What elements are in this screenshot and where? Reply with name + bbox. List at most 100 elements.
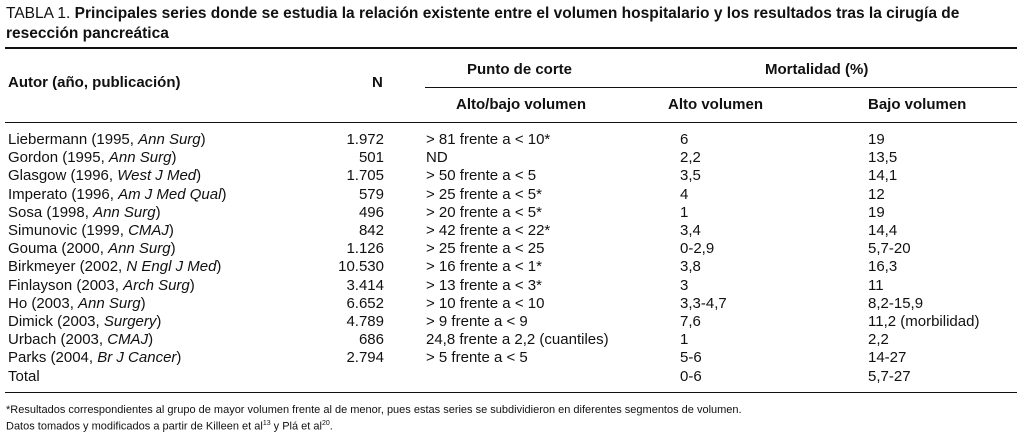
author-text: )	[216, 258, 222, 276]
author-cell: Sosa (1998, Ann Surg)	[8, 204, 161, 222]
high-cell: 3,4	[680, 222, 701, 239]
author-cell: Finlayson (2003, Arch Surg)	[8, 277, 195, 295]
high-cell: 0-2,9	[680, 240, 715, 258]
caption: TABLA 1. Principales series donde se est…	[6, 4, 1006, 44]
source-text: y Plá et al	[270, 420, 322, 433]
low-cell: 11	[868, 276, 884, 294]
high-cell: 3,5	[680, 167, 701, 185]
journal: Br J Cancer	[97, 349, 177, 367]
n-cell: 842	[358, 222, 384, 239]
cutoff-cell: > 81 frente a < 10*	[426, 131, 551, 148]
high-cell: 3	[680, 276, 689, 294]
journal: West J Med	[117, 167, 197, 185]
author-text: Dimick (2003,	[8, 313, 104, 330]
cutoff-cell: > 25 frente a < 5*	[426, 185, 542, 203]
high-cell: 3,8	[680, 258, 701, 276]
journal: Ann Surg	[108, 240, 171, 258]
author-cell: Ho (2003, Ann Surg)	[8, 295, 146, 313]
header: Punto de corte	[467, 61, 573, 78]
cutoff-cell: > 13 frente a < 3*	[426, 276, 542, 294]
author-text: )	[156, 313, 162, 330]
cutoff-cell: > 42 frente a < 22*	[426, 222, 551, 239]
journal: Ann Surg	[138, 131, 201, 148]
author-text: Imperato (1996,	[8, 185, 119, 203]
caption-text: Principales series donde se estudia la r…	[6, 5, 960, 42]
n-cell: 579	[358, 185, 384, 203]
header: Alto/bajo volumen	[456, 96, 587, 113]
cutoff-cell: > 16 frente a < 1*	[426, 258, 542, 276]
author-text: )	[196, 167, 202, 185]
high-cell: 1	[680, 203, 689, 221]
low-cell: 14,4	[868, 222, 898, 239]
author-text: Ho (2003,	[8, 294, 79, 312]
author-cell: Gouma (2000, Ann Surg)	[8, 240, 176, 258]
cutoff-cell: > 5 frente a < 5	[426, 349, 528, 367]
header-rule	[425, 87, 1017, 88]
journal: CMAJ	[128, 222, 169, 239]
low-cell: 11,2 (morbilidad)	[868, 313, 980, 330]
author-text: )	[170, 240, 176, 258]
author-text: Gouma (2000,	[8, 240, 109, 258]
header: N	[372, 74, 383, 91]
cutoff-cell: > 20 frente a < 5*	[426, 203, 542, 221]
low-cell: 14,1	[868, 167, 898, 185]
author-text: Sosa (1998,	[8, 203, 94, 221]
n-cell: 3.414	[346, 276, 384, 294]
author-cell: Gordon (1995, Ann Surg)	[8, 149, 176, 167]
high-cell: 5-6	[680, 349, 702, 367]
header: Alto volumen	[668, 96, 764, 113]
high-cell: 7,6	[680, 313, 701, 330]
cutoff-cell: > 9 frente a < 9	[426, 313, 528, 330]
journal: CMAJ	[107, 331, 149, 349]
header: Mortalidad (%)	[765, 61, 869, 78]
n-cell: 1.705	[346, 167, 384, 185]
cutoff-cell: ND	[426, 149, 448, 167]
author-text: Finlayson (2003,	[8, 276, 124, 294]
author-cell: Glasgow (1996, West J Med)	[8, 167, 201, 185]
journal: Ann Surg	[108, 149, 172, 167]
n-cell: 501	[358, 149, 384, 167]
journal: Am J Med Qual	[118, 185, 222, 203]
low-cell: 8,2-15,9	[868, 294, 924, 312]
cutoff-cell: > 50 frente a < 5	[426, 167, 537, 185]
header: Bajo volumen	[868, 96, 967, 113]
n-cell: 686	[358, 331, 384, 349]
author-text: )	[171, 149, 177, 167]
author-text: Gordon (1995,	[8, 149, 109, 167]
author-cell: Imperato (1996, Am J Med Qual)	[8, 186, 226, 204]
author-text: )	[140, 294, 146, 312]
reference: 13	[262, 420, 271, 427]
high-cell: 4	[680, 185, 689, 203]
journal: Ann Surg	[78, 294, 141, 312]
n-cell: 6.652	[346, 294, 384, 312]
high-cell: 3,3-4,7	[680, 294, 727, 312]
author-text: )	[148, 331, 154, 349]
cutoff-cell: > 10 frente a < 10	[426, 294, 545, 312]
author-text: )	[168, 222, 174, 239]
author-text: Birkmeyer (2002,	[8, 258, 127, 276]
journal: N Engl J Med	[126, 258, 217, 276]
cutoff-cell: 24,8 frente a 2,2 (cuantiles)	[426, 331, 609, 349]
header-bottom-rule	[5, 122, 1017, 123]
source-text: Datos tomados y modificados a partir de …	[6, 420, 263, 433]
n-cell: 4.789	[346, 313, 384, 330]
low-cell: 19	[868, 203, 885, 221]
reference: 20	[321, 420, 330, 427]
header: Autor (año, publicación)	[8, 74, 181, 91]
low-cell: 5,7-20	[868, 240, 911, 258]
n-cell: 1.126	[346, 240, 384, 258]
author-cell: Birkmeyer (2002, N Engl J Med)	[8, 258, 221, 276]
footnote: *Resultados correspondientes al grupo de…	[6, 404, 742, 416]
low-cell: 5,7-27	[868, 367, 911, 385]
author-text: Glasgow (1996,	[8, 167, 118, 185]
cutoff-cell: > 25 frente a < 25	[426, 240, 545, 258]
low-cell: 14-27	[868, 349, 907, 367]
author-text: )	[189, 276, 195, 294]
author-cell: Simunovic (1999, CMAJ)	[8, 222, 174, 240]
high-cell: 6	[680, 131, 689, 148]
author-text: Parks (2004,	[8, 349, 98, 367]
journal: Surgery	[103, 313, 157, 330]
journal: Arch Surg	[123, 276, 190, 294]
author-cell: Liebermann (1995, Ann Surg)	[8, 131, 206, 149]
